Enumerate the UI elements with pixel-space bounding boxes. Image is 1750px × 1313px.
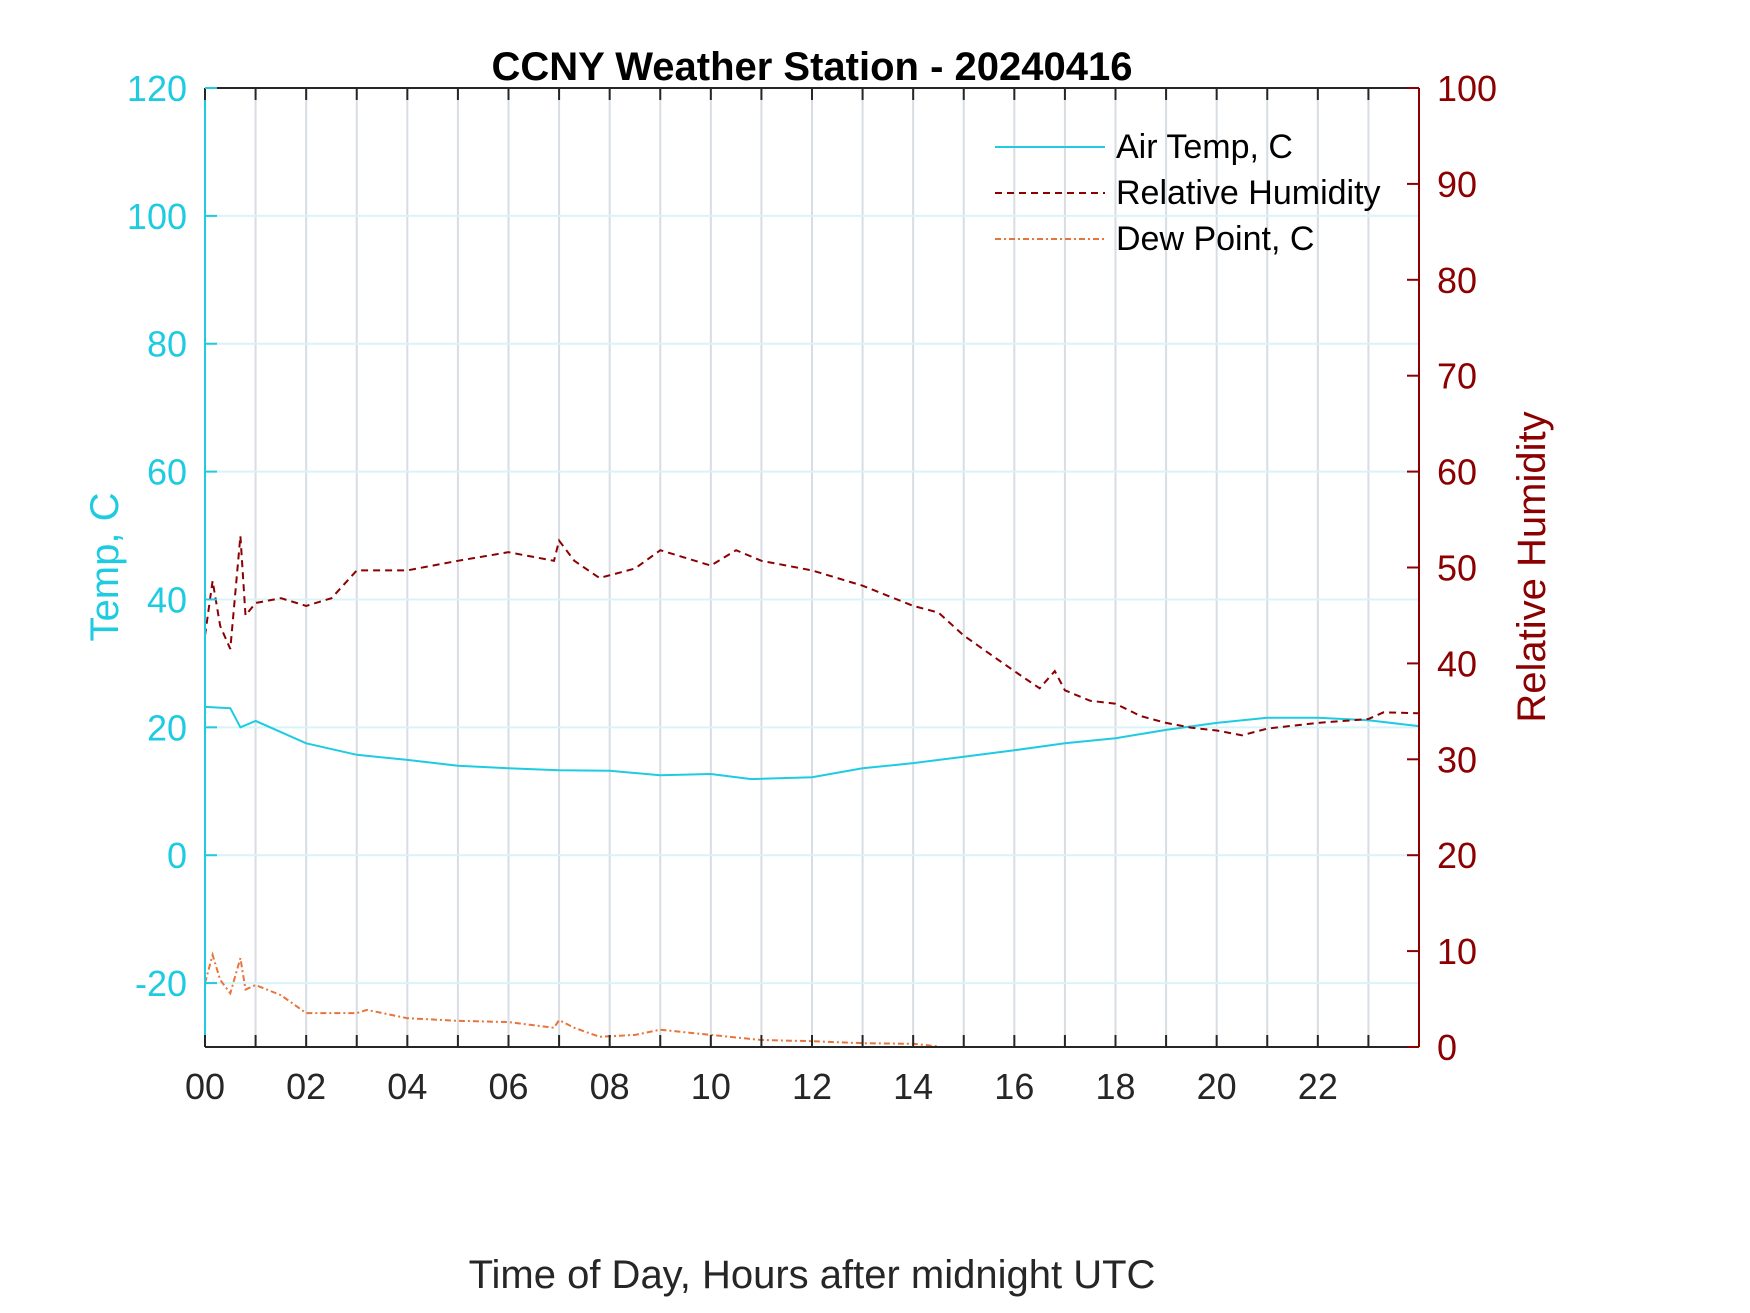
- legend-label: Relative Humidity: [1116, 174, 1381, 212]
- y-right-tick-label: 50: [1437, 548, 1477, 589]
- y-right-tick-label: 20: [1437, 835, 1477, 876]
- legend-label: Dew Point, C: [1116, 220, 1314, 258]
- x-tick-label: 06: [488, 1066, 528, 1107]
- x-tick-label: 10: [691, 1066, 731, 1107]
- x-tick-label: 14: [893, 1066, 933, 1107]
- x-tick-label: 16: [994, 1066, 1034, 1107]
- y-left-tick-label: -20: [135, 963, 187, 1004]
- y-right-tick-label: 90: [1437, 164, 1477, 205]
- y-left-tick-label: 0: [167, 835, 187, 876]
- y-right-tick-label: 10: [1437, 931, 1477, 972]
- series-line-2: [204, 951, 939, 1048]
- y-right-tick-label: 70: [1437, 356, 1477, 397]
- y-right-axis-label: Relative Humidity: [1510, 411, 1554, 722]
- y-right-tick-label: 0: [1437, 1027, 1457, 1068]
- y-left-tick-label: 120: [127, 68, 187, 109]
- x-tick-label: 04: [387, 1066, 427, 1107]
- y-right-tick-label: 40: [1437, 643, 1477, 684]
- x-tick-label: 18: [1095, 1066, 1135, 1107]
- x-tick-label: 08: [590, 1066, 630, 1107]
- y-right-tick-label: 100: [1437, 68, 1497, 109]
- y-left-tick-label: 100: [127, 196, 187, 237]
- x-tick-label: 00: [185, 1066, 225, 1107]
- y-right-tick-label: 30: [1437, 739, 1477, 780]
- y-left-tick-label: 60: [147, 452, 187, 493]
- series-line-0: [204, 705, 1420, 781]
- series-line-1: [204, 535, 1420, 737]
- x-tick-label: 22: [1298, 1066, 1338, 1107]
- x-tick-label: 20: [1197, 1066, 1237, 1107]
- y-left-tick-label: 40: [147, 579, 187, 620]
- chart-title: CCNY Weather Station - 20240416: [492, 45, 1133, 89]
- legend: Air Temp, C Relative Humidity Dew Point, C: [995, 128, 1381, 258]
- y-left-axis-label: Temp, C: [83, 493, 127, 642]
- x-tick-label: 02: [286, 1066, 326, 1107]
- y-left-tick-label: 80: [147, 324, 187, 365]
- y-left-tick-label: 20: [147, 707, 187, 748]
- x-tick-label: 12: [792, 1066, 832, 1107]
- x-axis-label: Time of Day, Hours after midnight UTC: [469, 1253, 1156, 1297]
- y-right-tick-label: 60: [1437, 452, 1477, 493]
- y-right-tick-label: 80: [1437, 260, 1477, 301]
- legend-label: Air Temp, C: [1116, 128, 1293, 166]
